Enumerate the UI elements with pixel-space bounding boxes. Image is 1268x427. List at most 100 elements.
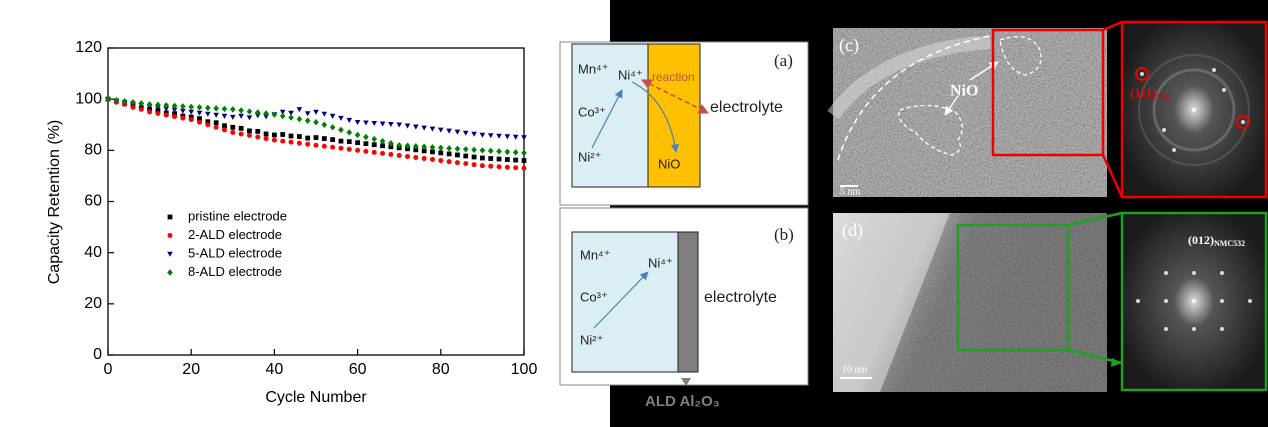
data-point bbox=[355, 140, 360, 146]
data-point bbox=[288, 139, 294, 145]
data-point bbox=[213, 112, 219, 118]
phase-label: NiO bbox=[950, 83, 978, 100]
data-point bbox=[496, 133, 502, 139]
data-point bbox=[304, 117, 311, 124]
legend-label: pristine electrode bbox=[188, 208, 287, 223]
arrow bbox=[593, 271, 649, 329]
fft-spot bbox=[1220, 299, 1224, 303]
panel-label: (c) bbox=[839, 35, 859, 56]
data-point bbox=[188, 103, 194, 111]
data-point bbox=[180, 108, 186, 114]
fft-phase: NMC532 bbox=[1214, 239, 1245, 248]
data-point bbox=[512, 134, 519, 140]
micrograph-d: (d) 10 nm (012)NMC532 bbox=[833, 211, 1268, 392]
data-point bbox=[338, 115, 344, 121]
x-tick-label: 100 bbox=[511, 361, 538, 378]
data-point bbox=[171, 107, 178, 113]
data-point bbox=[163, 106, 170, 112]
data-point bbox=[463, 161, 469, 167]
data-point bbox=[221, 105, 228, 113]
fft-ring bbox=[1152, 68, 1236, 152]
fft-index: (111) bbox=[1130, 85, 1157, 100]
data-point bbox=[197, 119, 203, 125]
data-point bbox=[496, 156, 502, 162]
data-point bbox=[155, 110, 161, 116]
data-point bbox=[363, 148, 369, 154]
data-point bbox=[288, 133, 294, 139]
data-point bbox=[138, 100, 145, 107]
data-point bbox=[446, 151, 452, 157]
data-point bbox=[454, 129, 461, 135]
data-point bbox=[521, 149, 527, 157]
data-point bbox=[330, 144, 336, 150]
data-point bbox=[471, 162, 477, 168]
fft-index: (012) bbox=[1188, 233, 1214, 247]
data-point bbox=[421, 143, 427, 150]
data-point bbox=[188, 117, 194, 123]
data-point bbox=[205, 104, 211, 112]
data-point bbox=[396, 142, 402, 149]
fft-phase: NiO bbox=[1157, 92, 1171, 101]
connector bbox=[1101, 154, 1124, 198]
tem-texture bbox=[833, 28, 1107, 197]
data-point bbox=[221, 127, 227, 133]
data-point bbox=[271, 111, 278, 118]
arrow bbox=[591, 89, 623, 149]
data-point bbox=[346, 146, 352, 152]
data-point bbox=[380, 150, 386, 156]
data-point bbox=[330, 137, 336, 142]
data-point bbox=[471, 146, 477, 154]
data-point bbox=[462, 146, 469, 153]
fft-spot bbox=[1164, 327, 1168, 331]
diagram-b: (b) Mn⁴⁺ Ni⁴⁺ Co³⁺ Ni²⁺ electrolyte ALD … bbox=[559, 207, 809, 410]
data-point bbox=[105, 95, 111, 103]
ion-label: Ni²⁺ bbox=[578, 149, 601, 164]
coating-label: ALD Al₂O₃ bbox=[645, 393, 720, 410]
data-point bbox=[421, 148, 427, 154]
fft-spot bbox=[1136, 299, 1140, 303]
data-point bbox=[313, 109, 319, 115]
ion-label: Co³⁺ bbox=[578, 104, 606, 119]
data-point bbox=[471, 154, 477, 160]
fft-spot bbox=[1241, 120, 1245, 124]
data-point bbox=[388, 139, 394, 147]
data-point bbox=[246, 115, 253, 121]
ion-label: Ni⁴⁺ bbox=[618, 67, 643, 82]
legend-label: 5-ALD electrode bbox=[188, 245, 282, 260]
data-point bbox=[429, 144, 436, 151]
cathode bbox=[571, 43, 649, 188]
data-point bbox=[487, 133, 494, 139]
data-point bbox=[146, 101, 153, 108]
y-tick-label: 0 bbox=[93, 346, 102, 363]
data-point bbox=[205, 122, 211, 128]
data-point bbox=[230, 124, 236, 130]
data-point bbox=[296, 107, 303, 113]
y-tick-label: 120 bbox=[75, 39, 102, 56]
data-point bbox=[504, 134, 511, 140]
micrograph-c: (c) NiO 5 nm (111)NiO bbox=[827, 20, 1268, 199]
data-point bbox=[496, 148, 502, 155]
data-point bbox=[480, 155, 485, 161]
data-point bbox=[488, 163, 494, 169]
data-point bbox=[155, 101, 161, 108]
arrow bbox=[641, 79, 709, 114]
data-point bbox=[421, 125, 427, 131]
zoom-box bbox=[956, 223, 1070, 352]
fft-ring bbox=[1138, 54, 1250, 166]
data-point bbox=[230, 129, 236, 135]
connector bbox=[1067, 211, 1123, 227]
x-tick-label: 60 bbox=[349, 361, 367, 378]
data-point bbox=[197, 116, 202, 122]
data-point bbox=[379, 137, 386, 145]
legend-marker bbox=[167, 269, 173, 276]
data-point bbox=[380, 143, 385, 149]
data-point bbox=[313, 142, 319, 148]
data-point bbox=[213, 105, 219, 112]
data-point bbox=[413, 124, 419, 130]
nio-region bbox=[999, 36, 1042, 76]
x-tick-label: 0 bbox=[104, 361, 113, 378]
data-point bbox=[263, 136, 269, 142]
panel-label: (b) bbox=[774, 225, 794, 244]
